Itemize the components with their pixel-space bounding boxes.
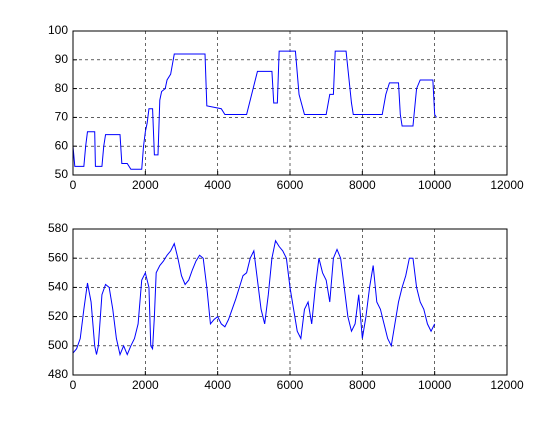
data-line — [72, 50, 437, 170]
y-tick-label: 70 — [55, 110, 69, 124]
x-tick-label: 0 — [70, 378, 77, 392]
x-tick-label: 2000 — [132, 178, 159, 192]
y-tick-label: 50 — [55, 167, 69, 181]
data-line — [72, 239, 436, 357]
y-tick-label: 60 — [55, 138, 69, 152]
y-tick-label: 480 — [48, 367, 68, 381]
y-tick-label: 80 — [55, 81, 69, 95]
x-tick-label: 12000 — [490, 178, 524, 192]
y-tick-label: 100 — [48, 23, 68, 37]
x-tick-label: 6000 — [277, 178, 304, 192]
x-tick-label: 4000 — [204, 378, 231, 392]
x-tick-label: 0 — [70, 178, 77, 192]
x-tick-label: 6000 — [277, 378, 304, 392]
x-tick-label: 4000 — [204, 178, 231, 192]
axes-box — [72, 30, 508, 176]
y-tick-label: 520 — [48, 309, 68, 323]
x-tick-label: 2000 — [132, 378, 159, 392]
x-tick-label: 10000 — [418, 178, 452, 192]
axes-box — [72, 228, 508, 376]
x-tick-label: 8000 — [349, 378, 376, 392]
x-tick-label: 10000 — [418, 378, 452, 392]
y-tick-label: 560 — [48, 250, 68, 264]
y-tick-label: 500 — [48, 338, 68, 352]
y-tick-label: 90 — [55, 52, 69, 66]
y-tick-label: 540 — [48, 280, 68, 294]
x-tick-label: 12000 — [490, 378, 524, 392]
y-tick-label: 580 — [48, 221, 68, 235]
x-tick-label: 8000 — [349, 178, 376, 192]
